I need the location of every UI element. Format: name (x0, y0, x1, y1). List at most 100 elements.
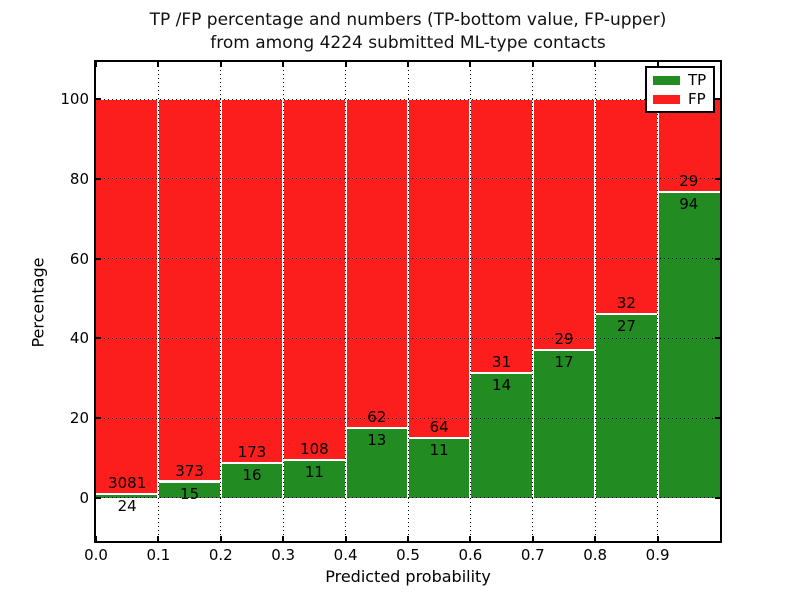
fp-count-label: 64 (429, 418, 449, 437)
bar-fp-segment (409, 100, 470, 440)
bar-fp-segment (533, 100, 595, 351)
x-tick-mark (469, 536, 472, 541)
x-tick-label: 0.1 (146, 546, 171, 564)
x-tick-mark (219, 62, 222, 67)
fp-count-label: 29 (554, 329, 574, 348)
bar-tp-segment (221, 464, 283, 498)
fp-count-label: 31 (492, 352, 512, 371)
x-tick-mark (344, 536, 347, 541)
fp-count-label: 108 (300, 440, 329, 459)
y-tick-mark (715, 337, 720, 340)
fp-count-label: 29 (679, 172, 699, 191)
legend: TP FP (645, 66, 715, 113)
bar-fp-segment (596, 100, 657, 316)
y-tick-mark (96, 337, 101, 340)
y-tick-mark (96, 98, 101, 101)
fp-count-label: 62 (367, 407, 387, 426)
x-tick-mark (95, 62, 97, 67)
bar-tp-segment (96, 494, 158, 498)
legend-item-fp: FP (653, 90, 707, 108)
x-tick-mark (95, 536, 97, 541)
legend-item-tp: TP (653, 71, 707, 89)
x-tick-label: 0.7 (520, 546, 545, 564)
x-axis-label: Predicted probability (325, 567, 491, 586)
tp-legend-label: TP (688, 71, 707, 89)
x-gridline (594, 62, 596, 541)
fp-legend-swatch (653, 94, 680, 104)
x-gridline (407, 62, 409, 541)
y-tick-mark (96, 177, 101, 180)
tp-count-label: 14 (492, 375, 512, 394)
fp-legend-label: FP (688, 90, 706, 108)
y-tick-label: 40 (69, 329, 89, 348)
x-gridline (282, 62, 284, 541)
x-tick-label: 0.4 (333, 546, 358, 564)
y-tick-mark (96, 496, 101, 499)
x-tick-mark (157, 62, 160, 67)
tp-count-label: 17 (554, 352, 574, 371)
bar-fp-segment (96, 100, 158, 495)
y-tick-mark (715, 257, 720, 260)
x-tick-label: 0.0 (84, 546, 108, 564)
x-tick-mark (656, 62, 659, 67)
x-tick-mark (531, 536, 534, 541)
bar-tp-segment (409, 439, 470, 498)
bar-tp-segment (284, 461, 345, 498)
bar-tp-segment (658, 193, 720, 498)
y-tick-mark (96, 417, 101, 420)
bar-fp-segment (346, 100, 407, 429)
x-tick-mark (594, 62, 597, 67)
fp-count-label: 373 (175, 461, 204, 480)
x-tick-label: 0.9 (645, 546, 670, 564)
x-tick-mark (219, 536, 222, 541)
bar-tp-segment (471, 373, 532, 498)
chart-title: TP /FP percentage and numbers (TP-bottom… (96, 9, 720, 55)
y-tick-label: 100 (60, 90, 89, 109)
x-tick-label: 0.8 (583, 546, 608, 564)
y-tick-label: 20 (69, 409, 89, 428)
x-tick-label: 0.2 (208, 546, 233, 564)
tp-count-label: 94 (679, 195, 699, 214)
x-tick-mark (469, 62, 472, 67)
bar-fp-segment (471, 100, 532, 374)
bar-tp-segment (159, 482, 220, 498)
tp-count-label: 15 (180, 484, 200, 503)
x-tick-label: 0.6 (458, 546, 483, 564)
plot-area: 3081 24 373 15 173 16 108 11 62 13 64 11 31 14 29 17 32 2… (94, 60, 722, 543)
x-gridline (657, 62, 659, 541)
tp-count-label: 24 (117, 496, 137, 515)
x-gridline (469, 62, 471, 541)
y-tick-label: 80 (69, 169, 89, 188)
x-gridline (220, 62, 222, 541)
x-tick-mark (656, 536, 659, 541)
bar-tp-segment (346, 428, 407, 498)
x-gridline (345, 62, 347, 541)
tp-count-label: 11 (429, 441, 449, 460)
x-tick-mark (282, 536, 285, 541)
fp-count-label: 32 (616, 294, 636, 313)
x-tick-mark (407, 536, 409, 541)
chart-title-line1: TP /FP percentage and numbers (TP-bottom… (149, 10, 667, 30)
bar-fp-segment (221, 100, 283, 465)
x-tick-mark (407, 62, 409, 67)
tp-count-label: 11 (304, 463, 324, 482)
x-tick-mark (531, 62, 534, 67)
x-tick-mark (157, 536, 160, 541)
y-tick-mark (96, 257, 101, 260)
y-axis-label: Percentage (28, 257, 48, 348)
y-tick-label: 0 (79, 488, 89, 507)
tp-count-label: 13 (367, 430, 387, 449)
x-tick-label: 0.3 (271, 546, 296, 564)
bar-tp-segment (596, 315, 657, 498)
y-tick-mark (715, 98, 720, 101)
x-tick-mark (344, 62, 347, 67)
tp-count-label: 27 (616, 317, 636, 336)
x-gridline (532, 62, 534, 541)
bar-fp-segment (658, 100, 720, 194)
bar-fp-segment (284, 100, 345, 462)
x-tick-mark (282, 62, 285, 67)
tp-legend-swatch (653, 75, 680, 85)
bar-fp-segment (159, 100, 220, 483)
tp-count-label: 16 (242, 466, 262, 485)
